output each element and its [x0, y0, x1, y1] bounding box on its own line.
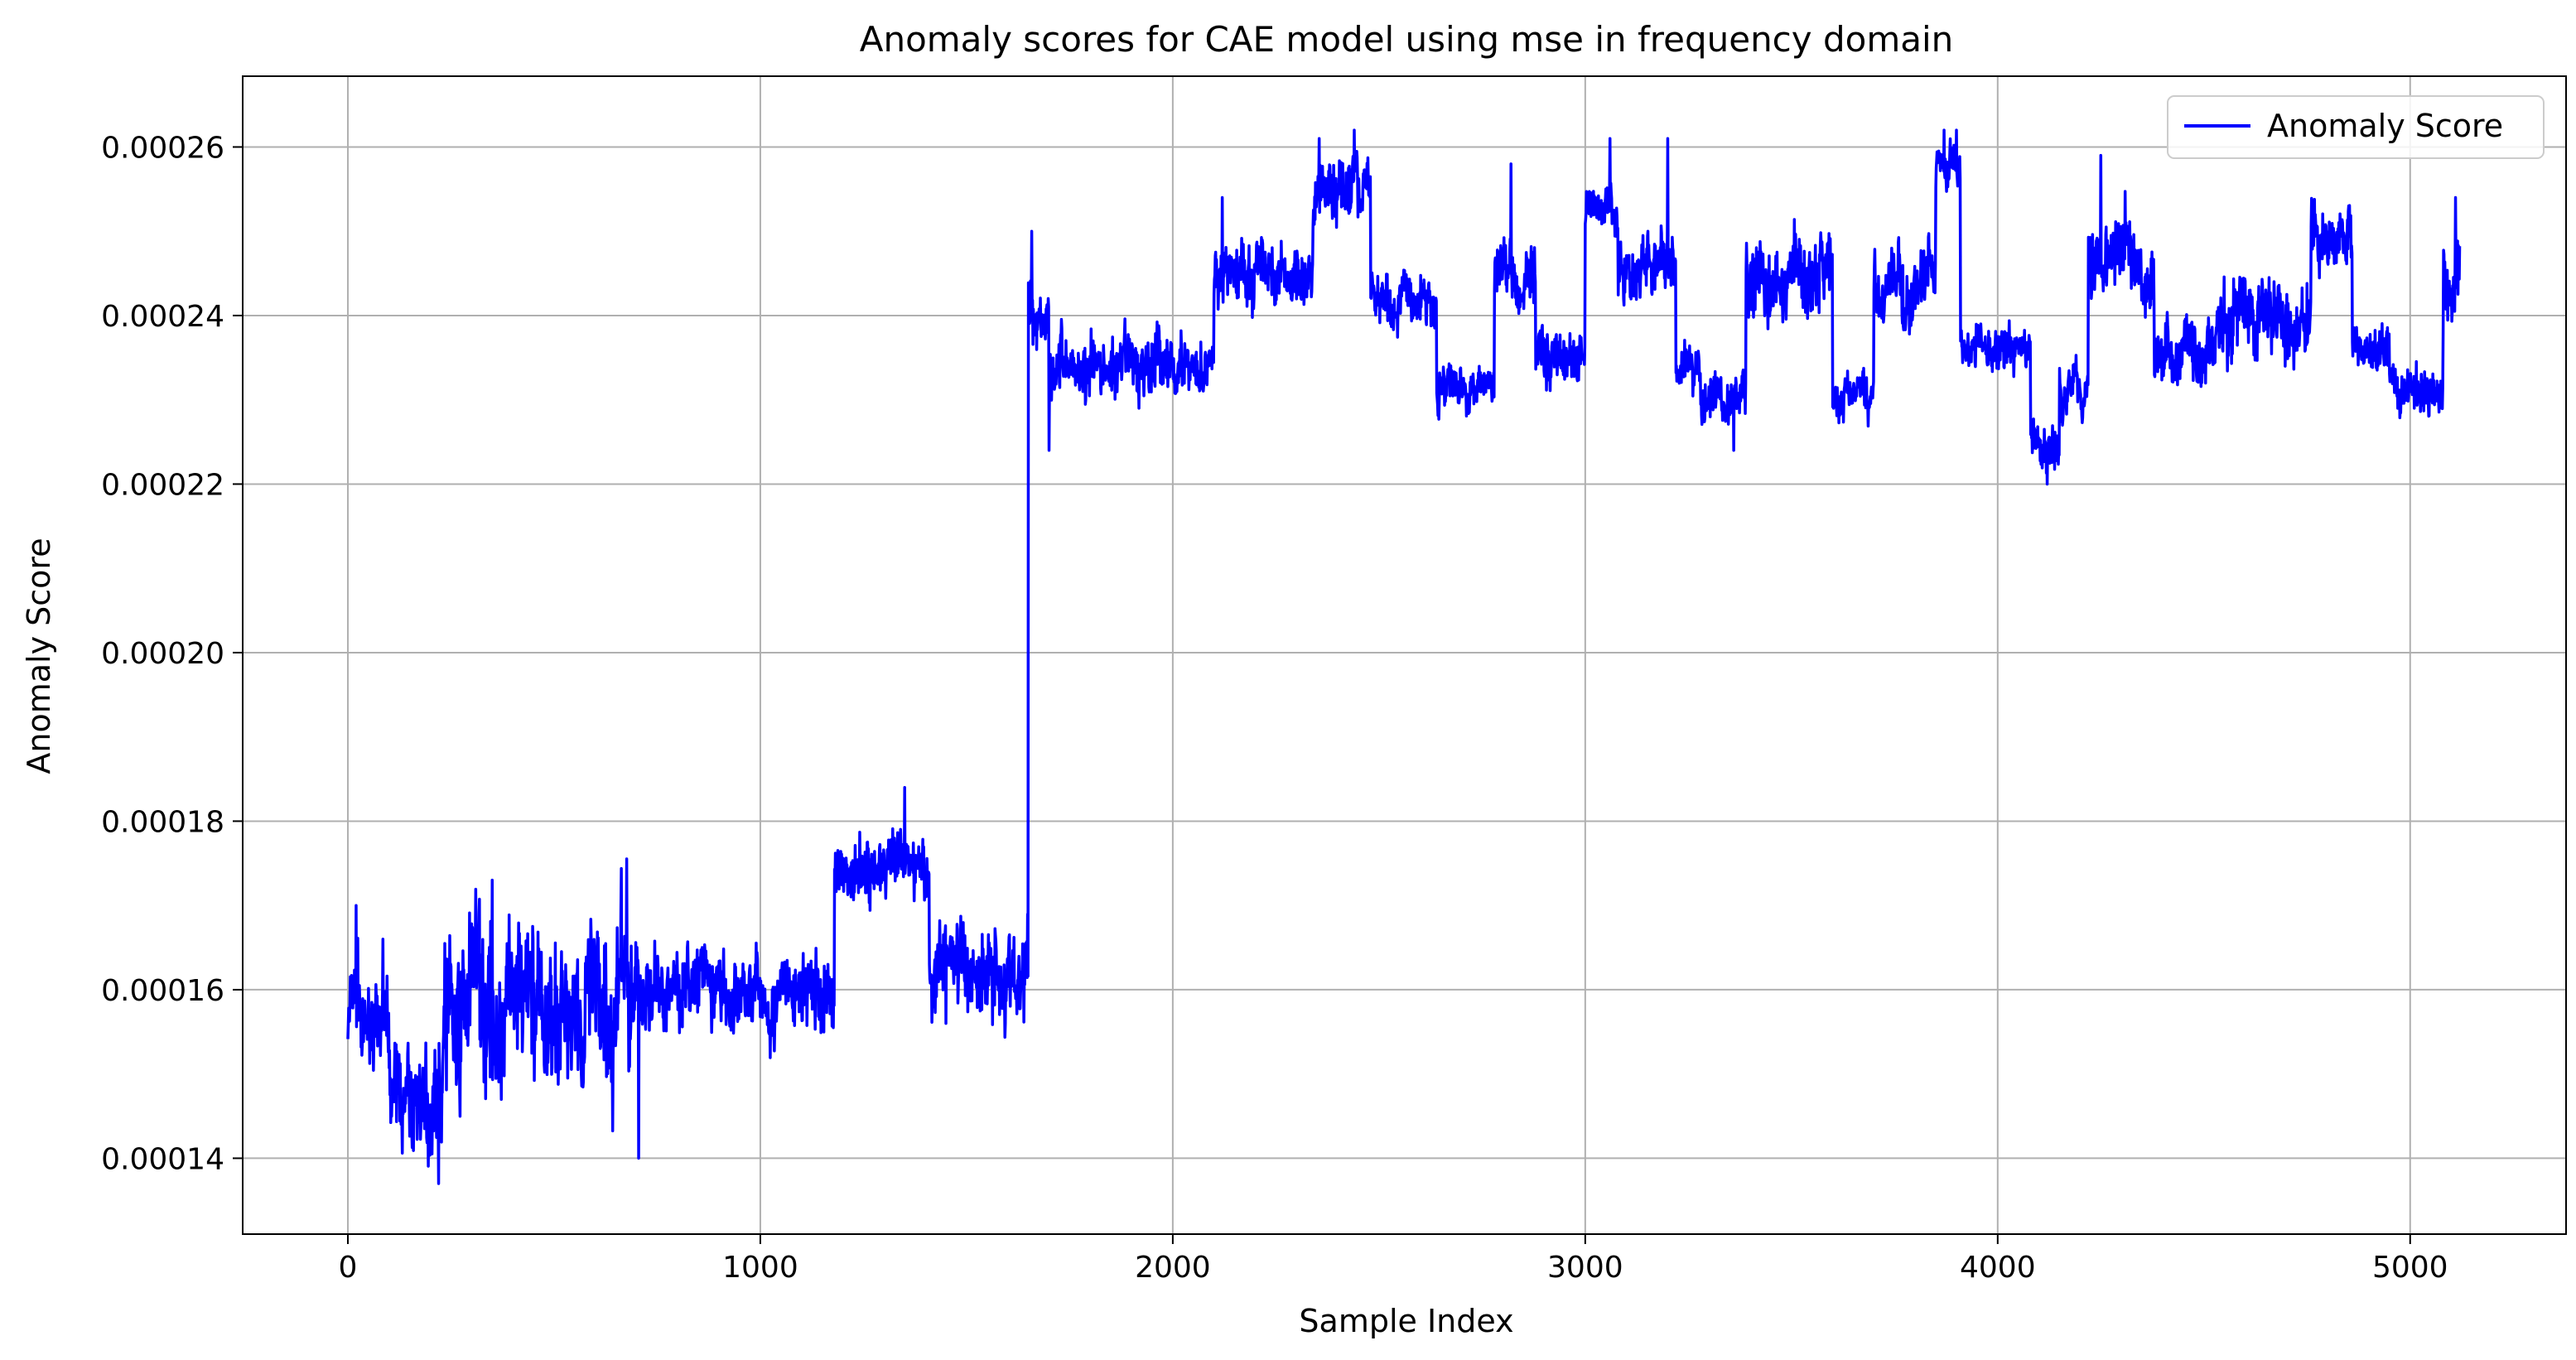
x-tick-label: 2000 — [1135, 1251, 1211, 1285]
legend: Anomaly Score — [2167, 95, 2545, 159]
x-tick-label: 1000 — [722, 1251, 798, 1285]
axes: 0 1000 2000 3000 4000 5000 0.00014 0.00016 0.000… — [101, 75, 2567, 1285]
series-line-anomaly-score — [346, 128, 2462, 1185]
x-axis-label: Sample Index — [1299, 1303, 1513, 1339]
y-tick-label: 0.00020 — [101, 637, 224, 671]
x-tick-label: 3000 — [1547, 1251, 1623, 1285]
y-tick-label: 0.00018 — [101, 805, 224, 839]
series-layer — [346, 128, 2462, 1185]
y-tick-label: 0.00022 — [101, 468, 224, 502]
axes-frame — [242, 75, 2567, 1235]
x-tick-label: 4000 — [1960, 1251, 2036, 1285]
y-tick-label: 0.00026 — [101, 131, 224, 165]
legend-label-anomaly-score: Anomaly Score — [2267, 108, 2503, 144]
legend-frame — [2167, 95, 2545, 159]
y-tick-label: 0.00016 — [101, 974, 224, 1008]
x-tick-label: 0 — [339, 1251, 358, 1285]
x-tick-label: 5000 — [2372, 1251, 2448, 1285]
y-tick-label: 0.00014 — [101, 1142, 224, 1176]
chart-title: Anomaly scores for CAE model using mse i… — [860, 19, 1954, 60]
y-axis-label: Anomaly Score — [21, 538, 57, 774]
y-tick-label: 0.00024 — [101, 300, 224, 334]
